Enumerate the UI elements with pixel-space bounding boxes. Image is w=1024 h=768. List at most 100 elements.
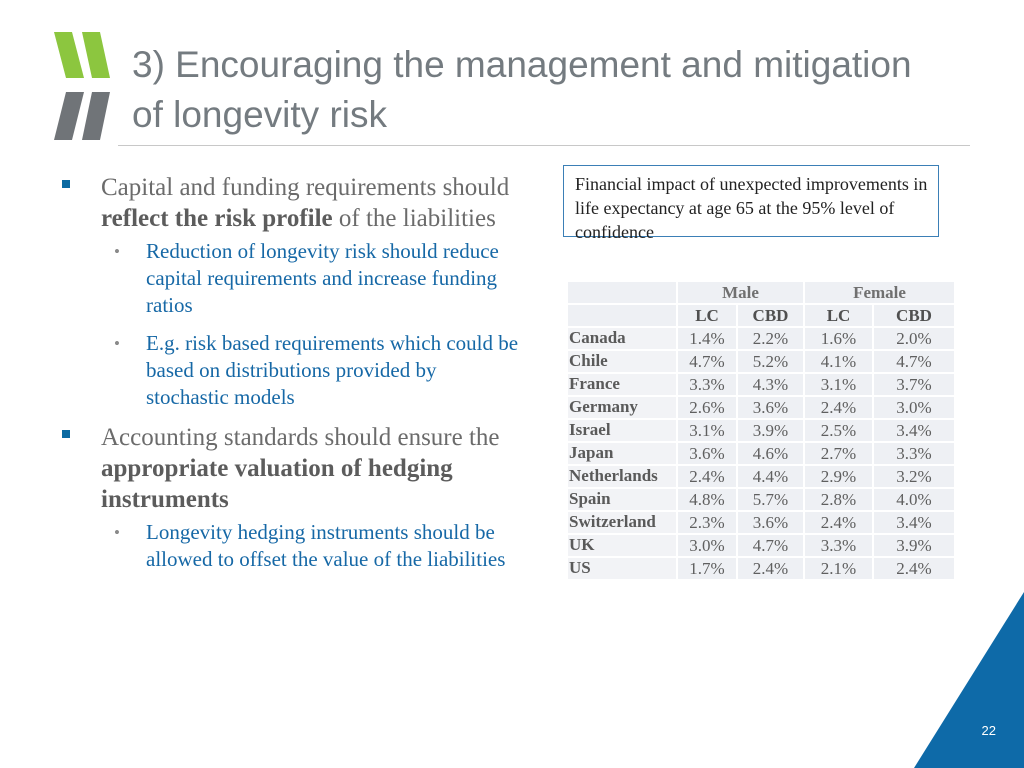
value-cell: 3.1% <box>676 418 738 443</box>
value-cell: 2.4% <box>736 556 805 581</box>
country-cell: Germany <box>566 395 678 420</box>
page-title: 3) Encouraging the management and mitiga… <box>132 44 912 135</box>
value-cell: 4.7% <box>736 533 805 558</box>
bullet-text: Accounting standards should ensure the <box>101 424 500 451</box>
country-cell: Chile <box>566 349 678 374</box>
title-divider <box>118 145 970 146</box>
value-cell: 2.4% <box>676 464 738 489</box>
value-cell: 3.7% <box>872 372 956 397</box>
subheader-cell: LC <box>676 303 738 328</box>
table-corner-cell <box>566 280 678 305</box>
country-cell: France <box>566 372 678 397</box>
table-row: Netherlands 2.4% 4.4% 2.9% 3.2% <box>566 464 956 489</box>
value-cell: 1.4% <box>676 326 738 351</box>
square-bullet-icon <box>62 430 70 438</box>
subheader-cell: LC <box>803 303 874 328</box>
sub-bullet-text: Longevity hedging instruments should be … <box>146 520 506 571</box>
value-cell: 2.4% <box>872 556 956 581</box>
value-cell: 3.6% <box>736 395 805 420</box>
value-cell: 2.2% <box>736 326 805 351</box>
table-row: Israel 3.1% 3.9% 2.5% 3.4% <box>566 418 956 443</box>
table-row: Japan 3.6% 4.6% 2.7% 3.3% <box>566 441 956 466</box>
oecd-logo-icon <box>54 32 110 140</box>
value-cell: 5.7% <box>736 487 805 512</box>
value-cell: 2.6% <box>676 395 738 420</box>
corner-decoration <box>914 592 1024 768</box>
value-cell: 3.9% <box>736 418 805 443</box>
value-cell: 3.4% <box>872 510 956 535</box>
value-cell: 1.6% <box>803 326 874 351</box>
table-row: Switzerland 2.3% 3.6% 2.4% 3.4% <box>566 510 956 535</box>
country-cell: Japan <box>566 441 678 466</box>
sub-bullet-text: Reduction of longevity risk should reduc… <box>146 239 499 317</box>
table-group-header-row: Male Female <box>566 280 956 305</box>
bullet-emphasis: appropriate valuation of hedging instrum… <box>101 455 453 513</box>
bullet-text: Capital and funding requirements should <box>101 174 510 201</box>
page-number: 22 <box>981 723 996 738</box>
table-row: Germany 2.6% 3.6% 2.4% 3.0% <box>566 395 956 420</box>
dot-bullet-icon: • <box>114 523 120 542</box>
table-corner-cell <box>566 303 678 328</box>
country-cell: US <box>566 556 678 581</box>
table-row: US 1.7% 2.4% 2.1% 2.4% <box>566 556 956 581</box>
country-cell: UK <box>566 533 678 558</box>
country-cell: Canada <box>566 326 678 351</box>
value-cell: 2.9% <box>803 464 874 489</box>
value-cell: 3.0% <box>676 533 738 558</box>
value-cell: 4.4% <box>736 464 805 489</box>
value-cell: 2.8% <box>803 487 874 512</box>
group-header-female: Female <box>803 280 956 305</box>
bullet-text: of the liabilities <box>332 205 496 232</box>
value-cell: 4.3% <box>736 372 805 397</box>
group-header-male: Male <box>676 280 805 305</box>
value-cell: 3.3% <box>872 441 956 466</box>
country-cell: Israel <box>566 418 678 443</box>
value-cell: 2.1% <box>803 556 874 581</box>
sub-bullet-hedging-offset: • Longevity hedging instruments should b… <box>62 519 522 573</box>
value-cell: 4.6% <box>736 441 805 466</box>
country-cell: Netherlands <box>566 464 678 489</box>
dot-bullet-icon: • <box>114 242 120 261</box>
value-cell: 3.1% <box>803 372 874 397</box>
longevity-impact-table: Male Female LC CBD LC CBD Canada 1.4% 2.2%… <box>566 280 956 581</box>
square-bullet-icon <box>62 180 70 188</box>
value-cell: 2.4% <box>803 510 874 535</box>
value-cell: 2.3% <box>676 510 738 535</box>
value-cell: 4.7% <box>676 349 738 374</box>
table-row: France 3.3% 4.3% 3.1% 3.7% <box>566 372 956 397</box>
value-cell: 3.3% <box>803 533 874 558</box>
value-cell: 2.5% <box>803 418 874 443</box>
table-row: Canada 1.4% 2.2% 1.6% 2.0% <box>566 326 956 351</box>
bullet-accounting-standards: Accounting standards should ensure the a… <box>62 422 522 515</box>
table-body: Canada 1.4% 2.2% 1.6% 2.0% Chile 4.7% 5.2% 4.1% 4… <box>566 326 956 581</box>
dot-bullet-icon: • <box>114 334 120 353</box>
callout-box: Financial impact of unexpected improveme… <box>563 165 939 242</box>
value-cell: 3.2% <box>872 464 956 489</box>
value-cell: 5.2% <box>736 349 805 374</box>
value-cell: 3.3% <box>676 372 738 397</box>
value-cell: 4.1% <box>803 349 874 374</box>
bullet-capital-requirements: Capital and funding requirements should … <box>62 172 522 234</box>
table-row: Chile 4.7% 5.2% 4.1% 4.7% <box>566 349 956 374</box>
bullet-list: Capital and funding requirements should … <box>62 172 522 584</box>
value-cell: 4.8% <box>676 487 738 512</box>
value-cell: 3.9% <box>872 533 956 558</box>
value-cell: 4.0% <box>872 487 956 512</box>
country-cell: Switzerland <box>566 510 678 535</box>
value-cell: 2.4% <box>803 395 874 420</box>
value-cell: 4.7% <box>872 349 956 374</box>
value-cell: 3.6% <box>676 441 738 466</box>
value-cell: 3.4% <box>872 418 956 443</box>
sub-bullet-risk-based: • E.g. risk based requirements which cou… <box>62 330 522 411</box>
table-row: Spain 4.8% 5.7% 2.8% 4.0% <box>566 487 956 512</box>
table-subheader-row: LC CBD LC CBD <box>566 303 956 328</box>
value-cell: 3.6% <box>736 510 805 535</box>
subheader-cell: CBD <box>872 303 956 328</box>
value-cell: 1.7% <box>676 556 738 581</box>
sub-bullet-text: E.g. risk based requirements which could… <box>146 331 519 409</box>
value-cell: 2.0% <box>872 326 956 351</box>
sub-bullet-reduce-capital: • Reduction of longevity risk should red… <box>62 238 522 319</box>
value-cell: 3.0% <box>872 395 956 420</box>
table-row: UK 3.0% 4.7% 3.3% 3.9% <box>566 533 956 558</box>
bullet-emphasis: reflect the risk profile <box>101 205 333 232</box>
